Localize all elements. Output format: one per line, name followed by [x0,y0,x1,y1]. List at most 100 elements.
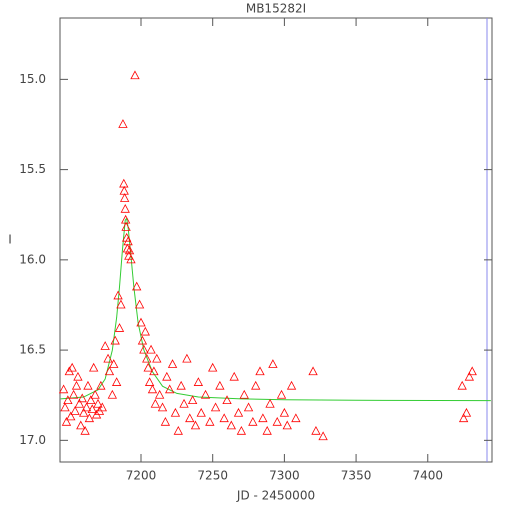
data-point [458,413,469,423]
data-point [93,398,103,408]
data-point [143,362,153,372]
data-point [104,366,115,376]
data-point [119,193,130,202]
data-point [467,366,477,376]
data-point [464,371,475,381]
data-point [311,425,321,435]
data-point [132,281,142,291]
data-point [87,404,97,414]
data-point [272,416,282,426]
y-tick-label: 17.0 [19,433,46,447]
plot-frame [59,17,493,463]
data-point [185,413,195,423]
y-tick-label: 16.0 [19,252,46,266]
x-axis-label: JD - 2450000 [236,489,315,503]
data-point [457,380,467,390]
data-point [96,380,106,390]
data-point [149,366,159,376]
x-tick-label: 7400 [412,469,443,483]
data-point [255,366,265,376]
data-point [222,395,232,405]
data-point [103,353,113,363]
data-point [60,402,70,412]
data-point [120,203,130,213]
data-point [142,353,152,363]
data-point [76,420,86,430]
data-point [110,335,120,345]
data-point [236,425,247,435]
data-point [86,395,96,405]
data-point [80,425,90,435]
y-tick-label: 16.5 [19,343,46,357]
data-point [118,119,128,128]
data-point [233,407,244,417]
data-point [90,389,100,399]
data-point [119,178,129,188]
data-point [208,362,218,372]
data-point [113,290,123,300]
data-point [279,407,290,417]
data-point [122,243,133,253]
data-point [130,70,140,80]
data-point [111,377,122,386]
y-axis-label: I [8,233,12,247]
data-point [137,335,148,345]
data-point [140,326,150,336]
data-point [109,359,119,368]
data-point [70,406,80,415]
data-point [291,413,301,423]
data-point [157,402,168,412]
data-point [123,236,133,246]
data-point [71,380,82,390]
data-point [219,413,229,423]
data-point [205,416,215,426]
data-point [114,323,125,332]
data-point [173,425,183,435]
data-point [154,389,165,399]
data-point [152,353,162,363]
data-point [187,395,198,405]
data-point [251,380,261,390]
data-point [262,425,272,435]
data-point [276,389,287,399]
data-point [170,407,181,417]
data-point [239,389,249,399]
data-point [229,371,239,381]
data-point [74,398,85,408]
data-point [167,359,178,368]
y-tick-label: 15.5 [19,162,46,176]
data-point [73,371,83,381]
data-point [89,362,99,372]
x-tick-label: 7300 [269,469,300,483]
data-point [182,353,192,363]
data-point [83,380,93,390]
data-point [146,344,156,354]
data-point [136,317,146,327]
data-point [122,232,132,242]
data-point [121,222,131,231]
data-point [200,389,211,399]
data-point [63,395,73,405]
data-point [193,377,204,386]
data-point [77,393,87,403]
data-point [286,380,297,390]
data-point [78,407,89,417]
data-point [179,398,189,408]
data-point [461,407,472,417]
data-point [66,411,76,421]
data-point [150,398,161,408]
data-point [84,413,95,423]
data-point [68,389,79,399]
data-point [124,245,135,255]
x-tick-label: 7250 [197,469,228,483]
data-point [116,299,126,309]
data-point [258,413,268,423]
data-point [318,431,328,441]
data-point [126,254,136,264]
x-tick-label: 7200 [126,469,157,483]
data-point [81,402,92,412]
data-point [265,398,275,408]
data-point [100,341,110,350]
fit-line [60,217,491,402]
